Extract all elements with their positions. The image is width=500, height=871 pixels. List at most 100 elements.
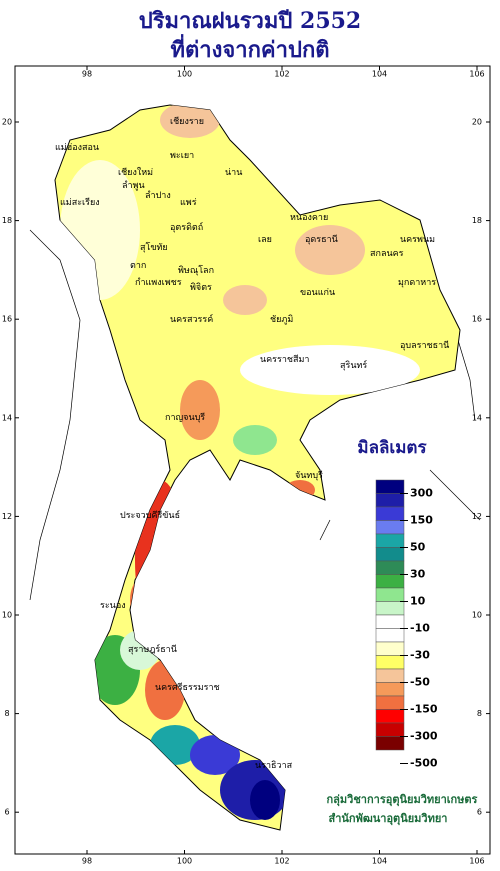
lat-label: 6 bbox=[4, 808, 9, 817]
province-label: เชียงใหม่ bbox=[118, 167, 153, 178]
lat-label: 12 bbox=[2, 512, 12, 521]
lat-label: 20 bbox=[472, 118, 482, 127]
legend-title: มิลลิเมตร bbox=[357, 438, 427, 458]
legend-label: 30 bbox=[410, 568, 426, 581]
lat-label: 18 bbox=[472, 216, 482, 225]
legend-swatch bbox=[375, 614, 405, 629]
legend: 300 150 50 30 10 -10 -30 -50 -150 -300 -500 bbox=[375, 479, 438, 770]
province-label: พิษณุโลก bbox=[178, 265, 214, 276]
province-label: ชัยภูมิ bbox=[270, 314, 293, 325]
province-label: น่าน bbox=[225, 168, 242, 178]
legend-swatch bbox=[375, 628, 405, 643]
province-label: พิจิตร bbox=[190, 282, 212, 293]
lon-label: 104 bbox=[372, 857, 387, 866]
lon-label: 106 bbox=[469, 70, 484, 79]
legend-label: 10 bbox=[410, 595, 426, 608]
legend-swatch bbox=[375, 668, 405, 683]
legend-label: 300 bbox=[410, 487, 433, 500]
province-label: หนองคาย bbox=[290, 213, 328, 223]
province-label: นครพนม bbox=[400, 235, 435, 245]
legend-swatch bbox=[375, 587, 405, 602]
legend-swatch bbox=[375, 709, 405, 724]
lat-label: 16 bbox=[2, 315, 12, 324]
province-label: จันทบุรี bbox=[295, 470, 323, 481]
title-line-1: ปริมาณฝนรวมปี 2552 bbox=[139, 8, 362, 34]
province-label: แม่ฮ่องสอน bbox=[55, 143, 99, 153]
legend-swatch bbox=[375, 641, 405, 656]
lon-label: 100 bbox=[177, 70, 192, 79]
title-line-2: ที่ต่างจากค่าปกติ bbox=[170, 33, 329, 63]
lat-label: 14 bbox=[2, 413, 12, 422]
province-label: สุรินทร์ bbox=[340, 359, 367, 371]
legend-label: -500 bbox=[410, 757, 438, 770]
lat-label: 8 bbox=[477, 709, 482, 718]
lat-label: 10 bbox=[2, 611, 12, 620]
credit-line-1: กลุ่มวิชาการอุตุนิยมวิทยาเกษตร bbox=[327, 793, 478, 807]
province-label: สุราษฎร์ธานี bbox=[128, 643, 177, 655]
legend-swatch bbox=[375, 722, 405, 737]
province-label: นครราชสีมา bbox=[260, 354, 309, 365]
province-label: สกลนคร bbox=[370, 249, 404, 259]
legend-label: -50 bbox=[410, 676, 430, 689]
legend-swatch bbox=[375, 547, 405, 562]
legend-swatch bbox=[375, 520, 405, 535]
province-label: กำแพงเพชร bbox=[135, 277, 182, 288]
province-labels: เชียงราย แม่ฮ่องสอน เชียงใหม่ พะเยา น่าน… bbox=[55, 116, 449, 771]
legend-label: -300 bbox=[410, 730, 438, 743]
legend-swatch bbox=[375, 682, 405, 697]
lat-label: 14 bbox=[472, 413, 482, 422]
graticule-ticks: 98 98 100 100 102 102 104 104 106 106 6 6 8 8 10 10 12 12… bbox=[2, 66, 490, 866]
lon-label: 102 bbox=[274, 857, 289, 866]
province-label: อุตรดิตถ์ bbox=[170, 221, 203, 233]
legend-label: -30 bbox=[410, 649, 430, 662]
legend-label: 150 bbox=[410, 514, 433, 527]
province-label: แม่สะเรียง bbox=[60, 197, 100, 208]
credit-line-2: สำนักพัฒนาอุตุนิยมวิทยา bbox=[329, 812, 448, 826]
legend-swatch bbox=[375, 479, 405, 494]
legend-label: 50 bbox=[410, 541, 426, 554]
legend-swatch bbox=[375, 560, 405, 575]
province-label: สุโขทัย bbox=[140, 242, 168, 253]
legend-swatch bbox=[375, 601, 405, 616]
lat-label: 12 bbox=[472, 512, 482, 521]
legend-swatch bbox=[375, 574, 405, 589]
province-label: นครศรีธรรมราช bbox=[155, 682, 220, 693]
lon-label: 106 bbox=[469, 857, 484, 866]
province-label: กาญจนบุรี bbox=[165, 412, 205, 423]
legend-swatch bbox=[375, 533, 405, 548]
province-label: ระนอง bbox=[100, 601, 126, 611]
legend-swatch bbox=[375, 655, 405, 670]
province-label: แพร่ bbox=[180, 198, 197, 208]
legend-swatch bbox=[375, 506, 405, 521]
lat-label: 6 bbox=[477, 808, 482, 817]
province-label: ลำปาง bbox=[145, 190, 171, 201]
lat-label: 20 bbox=[2, 118, 12, 127]
province-label: ตาก bbox=[130, 261, 146, 271]
province-label: นราธิวาส bbox=[255, 760, 293, 771]
province-label: นครสวรรค์ bbox=[170, 313, 213, 325]
province-label: พะเยา bbox=[170, 151, 194, 161]
province-label: อุบลราชธานี bbox=[400, 340, 449, 351]
province-label: ขอนแก่น bbox=[300, 288, 335, 298]
lon-label: 98 bbox=[82, 70, 92, 79]
lon-label: 102 bbox=[274, 70, 289, 79]
legend-swatch bbox=[375, 493, 405, 508]
lat-label: 8 bbox=[4, 709, 9, 718]
lon-label: 100 bbox=[177, 857, 192, 866]
lat-label: 10 bbox=[472, 611, 482, 620]
legend-swatch bbox=[375, 695, 405, 710]
lat-label: 18 bbox=[2, 216, 12, 225]
province-label: ประจวบคีรีขันธ์ bbox=[120, 509, 180, 521]
legend-label: -10 bbox=[410, 622, 430, 635]
province-label: อุดรธานี bbox=[305, 234, 338, 245]
province-label: เชียงราย bbox=[170, 116, 204, 127]
legend-swatch bbox=[375, 736, 405, 751]
province-label: เลย bbox=[258, 235, 272, 245]
lat-label: 16 bbox=[472, 315, 482, 324]
province-label: มุกดาหาร bbox=[398, 278, 436, 288]
legend-label: -150 bbox=[410, 703, 438, 716]
lon-label: 104 bbox=[372, 70, 387, 79]
province-label: ลำพูน bbox=[122, 180, 145, 191]
lon-label: 98 bbox=[82, 857, 92, 866]
